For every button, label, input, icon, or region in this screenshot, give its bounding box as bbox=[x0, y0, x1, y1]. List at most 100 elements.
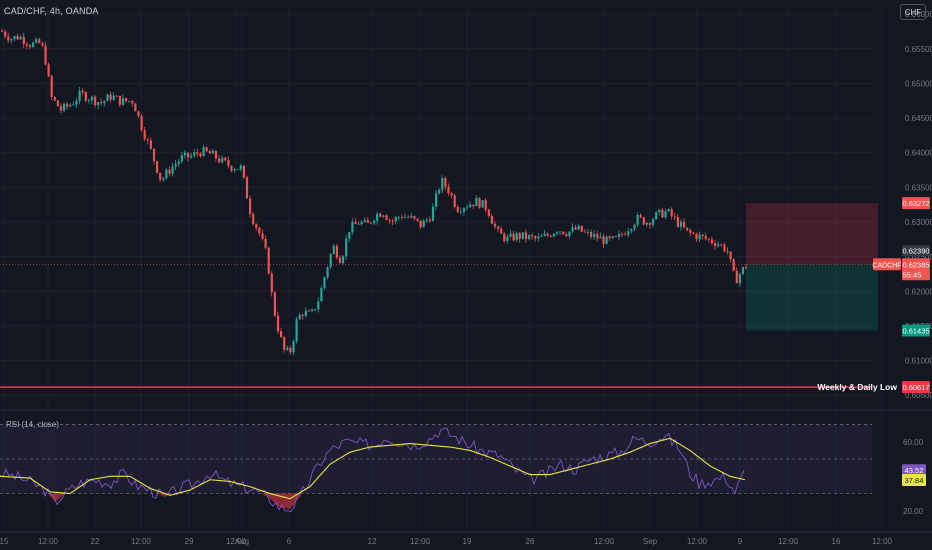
candle-body bbox=[103, 100, 106, 104]
x-tick-label: Aug bbox=[235, 537, 249, 546]
candle-body bbox=[227, 160, 230, 166]
candle-body bbox=[735, 270, 738, 284]
candle-body bbox=[388, 219, 391, 221]
candle-body bbox=[196, 152, 199, 154]
candle-body bbox=[1, 30, 4, 32]
candle-body bbox=[627, 231, 630, 235]
candle-body bbox=[478, 197, 481, 208]
candle-body bbox=[624, 234, 627, 236]
candle-body bbox=[258, 227, 261, 234]
candle-body bbox=[611, 236, 614, 239]
candle-body bbox=[652, 219, 655, 225]
candle-body bbox=[645, 222, 648, 225]
target-price-label-bg bbox=[902, 324, 930, 337]
candle-body bbox=[394, 217, 397, 222]
rsi-line bbox=[0, 427, 745, 513]
candle-body bbox=[431, 206, 435, 222]
candle-body bbox=[13, 35, 16, 40]
x-tick-label: 12:00 bbox=[226, 537, 247, 546]
candle-body bbox=[286, 347, 289, 350]
candle-body bbox=[512, 233, 515, 241]
candle-body bbox=[484, 200, 487, 210]
candle-body bbox=[59, 106, 63, 111]
candle-body bbox=[78, 90, 81, 101]
x-tick-label: 15 bbox=[0, 537, 9, 546]
candle-body bbox=[137, 111, 140, 116]
candle-body bbox=[180, 155, 183, 162]
candle-body bbox=[230, 165, 233, 171]
candle-body bbox=[466, 207, 469, 209]
candle-body bbox=[537, 236, 540, 239]
candle-body bbox=[202, 147, 205, 156]
candle-body bbox=[193, 152, 196, 156]
candle-body bbox=[75, 100, 78, 105]
candle-body bbox=[255, 224, 258, 228]
candle-body bbox=[450, 193, 453, 196]
candle-body bbox=[435, 193, 438, 207]
candle-body bbox=[686, 227, 689, 230]
candle-body bbox=[44, 45, 47, 65]
candle-body bbox=[335, 245, 338, 258]
candle-body bbox=[149, 140, 152, 149]
candle-body bbox=[441, 178, 444, 190]
candle-body bbox=[159, 172, 162, 180]
support-price-label-bg bbox=[902, 381, 930, 394]
rsi-y-tick: 60.00 bbox=[903, 438, 924, 447]
candle-body bbox=[469, 204, 472, 208]
candle-body bbox=[146, 139, 149, 141]
y-tick-label: 0.65500 bbox=[905, 45, 932, 54]
candle-body bbox=[580, 225, 583, 232]
candle-body bbox=[506, 236, 509, 241]
candle-body bbox=[410, 215, 413, 218]
candle-body bbox=[121, 98, 125, 105]
candle-body bbox=[280, 331, 283, 337]
candle-body bbox=[168, 169, 171, 174]
candle-body bbox=[50, 76, 53, 98]
rsi-value-tag: 43.52 bbox=[905, 466, 924, 475]
candle-body bbox=[413, 215, 416, 219]
candle-body bbox=[351, 221, 354, 233]
candle-body bbox=[270, 273, 273, 293]
candle-body bbox=[28, 45, 32, 47]
candle-body bbox=[174, 163, 177, 167]
candle-body bbox=[531, 235, 534, 237]
candle-body bbox=[404, 216, 407, 218]
candle-body bbox=[438, 189, 441, 194]
currency-button[interactable]: CHF bbox=[900, 4, 926, 20]
candle-body bbox=[503, 233, 506, 241]
candle-body bbox=[304, 310, 307, 316]
candle-body bbox=[233, 169, 236, 171]
candle-body bbox=[165, 169, 168, 179]
candle-body bbox=[621, 234, 624, 235]
x-tick-label: 12:00 bbox=[131, 537, 152, 546]
candle-body bbox=[131, 101, 134, 104]
candle-body bbox=[273, 292, 276, 316]
candle-body bbox=[100, 102, 103, 104]
candle-body bbox=[555, 232, 559, 234]
candle-body bbox=[53, 97, 56, 101]
candle-body bbox=[422, 220, 425, 228]
candle-body bbox=[307, 310, 311, 312]
candle-body bbox=[444, 178, 447, 187]
candle-body bbox=[366, 220, 369, 223]
rsi-ma-tag: 37.84 bbox=[905, 476, 924, 485]
candle-body bbox=[363, 220, 366, 222]
y-tick-label: 0.64500 bbox=[905, 114, 932, 123]
candle-body bbox=[546, 233, 549, 236]
candle-body bbox=[81, 90, 84, 93]
candle-body bbox=[22, 36, 25, 44]
candle-body bbox=[419, 220, 422, 228]
candle-body bbox=[540, 236, 543, 237]
candle-body bbox=[326, 267, 329, 278]
candle-body bbox=[118, 95, 121, 105]
x-tick-label: 26 bbox=[526, 537, 535, 546]
stop-price-label: 0.63272 bbox=[902, 199, 929, 208]
candle-body bbox=[689, 229, 692, 233]
candle-body bbox=[4, 31, 7, 37]
candle-body bbox=[456, 206, 459, 212]
candle-body bbox=[515, 233, 518, 241]
candle-body bbox=[714, 243, 717, 246]
candle-body bbox=[630, 229, 633, 232]
candle-body bbox=[35, 39, 38, 43]
